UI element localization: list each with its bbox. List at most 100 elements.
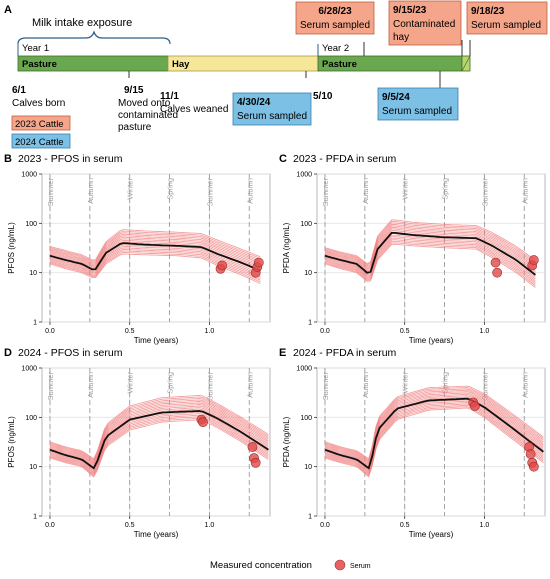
legend-2024-swatch: [11, 133, 71, 149]
box-0915-date: 9/15/23: [393, 5, 427, 16]
model-run-line: [49, 399, 269, 463]
model-run-line: [324, 388, 544, 462]
box-0918-text: Serum sampled: [471, 20, 541, 31]
event-text-moved-1: Moved onto: [118, 98, 171, 109]
chart-title: 2023 - PFDA in serum: [293, 153, 397, 165]
legend-2023-label: 2023 Cattle: [15, 119, 64, 130]
season-label: Autumn: [86, 178, 95, 204]
y-tick-label: 10: [29, 270, 37, 277]
model-run-line: [49, 394, 269, 460]
median-line: [49, 410, 269, 470]
model-run-line: [49, 238, 261, 268]
season-label: Summer: [205, 372, 214, 401]
model-run-line: [324, 227, 536, 270]
event-text-moved-3: pasture: [118, 122, 152, 133]
model-run-line: [49, 405, 269, 468]
model-run-line: [324, 391, 544, 465]
y-tick-label: 1000: [296, 366, 312, 373]
model-run-line: [49, 245, 261, 276]
chart-title: 2024 - PFDA in serum: [293, 347, 397, 359]
season-label: Winter: [401, 372, 410, 394]
y-tick-label: 10: [304, 270, 312, 277]
model-run-line: [49, 235, 261, 265]
box-0915-text-2: hay: [393, 32, 409, 43]
serum-point: [492, 267, 503, 278]
model-run-line: [324, 239, 536, 283]
model-run-line: [49, 417, 269, 477]
hatch-line: [461, 55, 471, 72]
y-axis-label: PFDA (ng/mL): [282, 416, 291, 467]
chart-panel-b: B 2023 - PFOS in serum Summer Autumn Winter S…: [4, 153, 271, 345]
x-tick-label: 1.0: [480, 522, 490, 529]
event-text-weaned: Calves weaned: [160, 104, 228, 115]
bottom-legend: Measured concentration Serum: [210, 559, 371, 571]
x-tick-label: 0.5: [125, 328, 135, 335]
chart-title: 2023 - PFOS in serum: [18, 153, 123, 165]
model-run-line: [324, 242, 536, 287]
model-run-line: [324, 395, 544, 468]
serum-point: [528, 255, 539, 265]
season-label: Summer: [480, 178, 489, 207]
segment-label-hay: Hay: [172, 59, 190, 70]
model-run-line: [324, 400, 544, 472]
model-run-line: [49, 236, 261, 266]
season-label: Winter: [126, 178, 135, 200]
model-run-line: [49, 397, 269, 462]
serum-point: [525, 449, 536, 459]
model-run-line: [49, 232, 261, 263]
serum-point: [198, 417, 208, 428]
model-run-line: [49, 396, 269, 461]
x-tick-label: 1.0: [205, 328, 215, 335]
y-tick-label: 1: [308, 320, 312, 327]
season-label: Summer: [205, 178, 214, 207]
y-axis-label: PFOS (ng/mL): [7, 222, 16, 274]
event-date-0510: 5/10: [313, 91, 333, 102]
model-run-line: [324, 393, 544, 467]
model-run-line: [49, 413, 269, 473]
model-run-line: [324, 237, 536, 282]
model-run-line: [49, 401, 269, 464]
chart-panel-c: C 2023 - PFDA in serum Summer Autumn Winter S…: [279, 153, 546, 345]
model-run-line: [49, 239, 261, 269]
model-run-line: [49, 414, 269, 475]
box-0915: [388, 0, 462, 46]
y-tick-label: 100: [300, 415, 312, 422]
x-axis-label: Time (years): [409, 530, 454, 539]
event-date-weaned: 11/1: [160, 91, 179, 102]
segment-hay: [167, 55, 319, 72]
event-date-moved: 9/15: [124, 85, 144, 96]
model-run-line: [324, 225, 536, 269]
model-run-line: [324, 219, 536, 265]
season-label: Winter: [401, 178, 410, 200]
panel-letter: D: [4, 347, 12, 359]
y-tick-label: 1000: [296, 172, 312, 179]
x-tick-label: 0.0: [320, 522, 330, 529]
season-label: Autumn: [361, 372, 370, 398]
panel-letter: E: [279, 347, 286, 359]
model-run-line: [49, 233, 261, 264]
model-run-line: [324, 404, 544, 476]
season-label: Summer: [46, 178, 55, 207]
y-tick-label: 100: [25, 221, 37, 228]
season-label: Spring: [166, 178, 175, 200]
y-tick-label: 1: [33, 514, 37, 521]
model-run-line: [324, 228, 536, 271]
x-axis-label: Time (years): [134, 336, 179, 345]
season-label: Spring: [441, 178, 450, 200]
year1-label: Year 1: [22, 43, 49, 54]
box-0628-text: Serum sampled: [300, 20, 370, 31]
model-run-line: [324, 240, 536, 285]
model-run-line: [324, 220, 536, 266]
y-tick-label: 100: [25, 415, 37, 422]
panel-letter: B: [4, 153, 12, 165]
season-label: Spring: [166, 372, 175, 394]
model-run-line: [324, 387, 544, 461]
segment-label-pasture-1: Pasture: [22, 59, 57, 70]
model-run-line: [324, 407, 544, 478]
season-label: Winter: [126, 372, 135, 394]
model-run-line: [49, 402, 269, 466]
season-label: Autumn: [361, 178, 370, 204]
y-tick-label: 1: [33, 320, 37, 327]
box-0628: [295, 1, 375, 35]
